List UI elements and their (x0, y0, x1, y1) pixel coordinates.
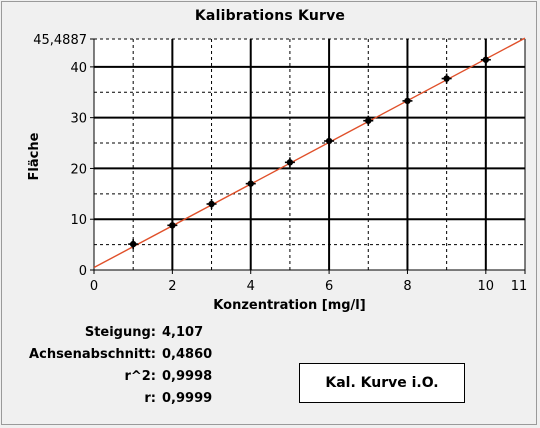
data-point (245, 178, 256, 189)
data-point (284, 157, 295, 168)
stat-row-intercept: Achsenabschnitt: 0,4860 (0, 345, 250, 365)
data-point (128, 239, 139, 250)
y-tick-label: 30 (70, 112, 87, 127)
stat-row-r-squared: r^2: 0,9998 (0, 367, 250, 387)
y-tick-label: 10 (70, 213, 87, 228)
chart-title: Kalibrations Kurve (194, 8, 346, 24)
stat-label: Steigung: (84, 325, 156, 340)
x-axis-title: Konzentration [mg/l] (213, 298, 365, 313)
data-point (480, 54, 491, 65)
stat-row-slope: Steigung: 4,107 (0, 323, 250, 343)
x-tick-label: 0 (90, 279, 98, 294)
y-tick-label: 20 (70, 162, 87, 177)
stat-label: Achsenabschnitt: (29, 347, 156, 362)
x-tick-label: 11 (511, 279, 528, 294)
data-point (324, 136, 335, 147)
stat-row-r: r: 0,9999 (0, 389, 250, 409)
plot-area (94, 39, 525, 270)
calibration-status-box: Kal. Kurve i.O. (299, 363, 465, 403)
y-tick-label: 45,4887 (33, 33, 87, 48)
x-tick-label: 6 (325, 279, 333, 294)
stat-label: r^2: (124, 369, 156, 384)
regression-line (93, 37, 526, 269)
data-point (441, 73, 452, 84)
x-tick-label: 8 (403, 279, 411, 294)
x-tick-label: 4 (247, 279, 255, 294)
stat-label: r: (144, 391, 156, 406)
data-point (206, 198, 217, 209)
x-tick-label: 10 (478, 279, 495, 294)
stat-value: 0,4860 (162, 347, 213, 362)
stat-value: 4,107 (162, 325, 204, 340)
y-axis-title: Fläche (27, 132, 42, 180)
data-point (363, 115, 374, 126)
data-point (402, 95, 413, 106)
data-point (167, 220, 178, 231)
stat-value: 0,9999 (162, 391, 213, 406)
stat-value: 0,9998 (162, 369, 213, 384)
x-tick-label: 2 (168, 279, 176, 294)
y-tick-label: 0 (79, 264, 87, 279)
y-tick-label: 40 (70, 61, 87, 76)
